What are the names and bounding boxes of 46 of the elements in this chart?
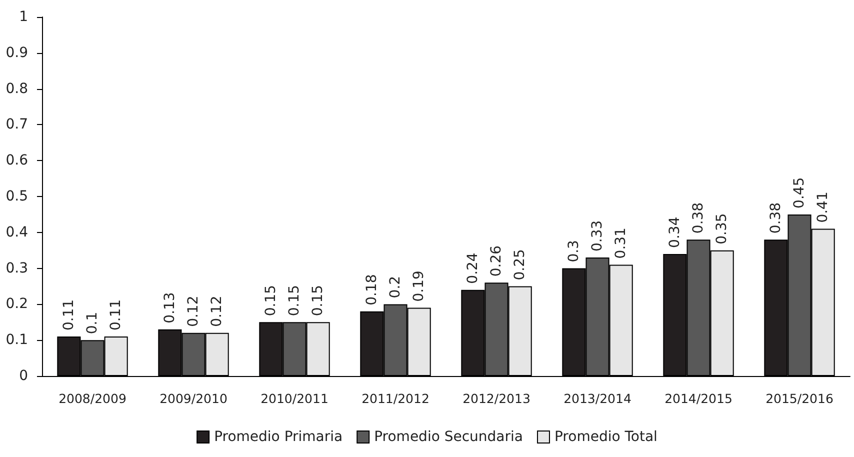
data-label: 0.19	[411, 270, 428, 302]
data-label: 0.33	[590, 220, 606, 252]
x-tick-label: 2015/2016	[766, 391, 834, 406]
data-label: 0.25	[512, 249, 528, 280]
y-tick-label: 0.1	[6, 332, 28, 348]
data-label: 0.18	[364, 274, 380, 306]
y-tick-label: 0.7	[6, 116, 28, 133]
data-label: 0.11	[60, 299, 77, 331]
y-tick-label: 0.6	[6, 152, 28, 169]
data-label: 0.11	[108, 299, 124, 331]
data-label: 0.2	[388, 276, 404, 298]
x-tick-label: 2008/2009	[58, 391, 126, 406]
data-label: 0.3	[566, 240, 582, 262]
y-tick-label: 1	[19, 9, 28, 25]
legend-label: Promedio Secundaria	[374, 429, 523, 445]
data-label: 0.26	[488, 245, 504, 277]
x-tick-label: 2011/2012	[362, 391, 430, 406]
data-label: 0.45	[792, 177, 808, 208]
x-tick-label: 2012/2013	[462, 391, 530, 406]
data-label: 0.41	[815, 192, 832, 223]
data-label: 0.12	[209, 296, 226, 327]
y-tick-label: 0.9	[6, 44, 28, 61]
x-tick-label: 2010/2011	[260, 391, 328, 406]
data-label: 0.35	[714, 213, 730, 244]
data-label: 0.15	[286, 284, 302, 316]
x-tick-label: 2014/2015	[664, 391, 732, 406]
data-label: 0.13	[162, 292, 178, 324]
legend-label: Promedio Total	[554, 429, 658, 445]
y-tick-label: 0.3	[6, 260, 28, 276]
y-tick-label: 0.2	[6, 296, 28, 312]
legend-label: Promedio Primaria	[214, 429, 343, 445]
data-label: 0.34	[666, 216, 683, 248]
x-tick-label: 2013/2014	[564, 391, 632, 406]
data-label: 0.15	[310, 284, 326, 316]
x-tick-label: 2009/2010	[160, 391, 228, 406]
y-tick-label: 0	[19, 368, 28, 384]
y-tick-label: 0.8	[6, 80, 28, 97]
data-label: 0.15	[262, 284, 279, 316]
data-label: 0.1	[84, 312, 100, 334]
data-label: 0.38	[768, 202, 784, 234]
y-tick-label: 0.5	[6, 188, 28, 204]
data-label: 0.24	[464, 252, 481, 284]
data-label: 0.38	[690, 202, 706, 234]
data-label: 0.12	[186, 296, 202, 327]
y-tick-label: 0.4	[6, 224, 28, 240]
data-label: 0.31	[613, 228, 630, 259]
